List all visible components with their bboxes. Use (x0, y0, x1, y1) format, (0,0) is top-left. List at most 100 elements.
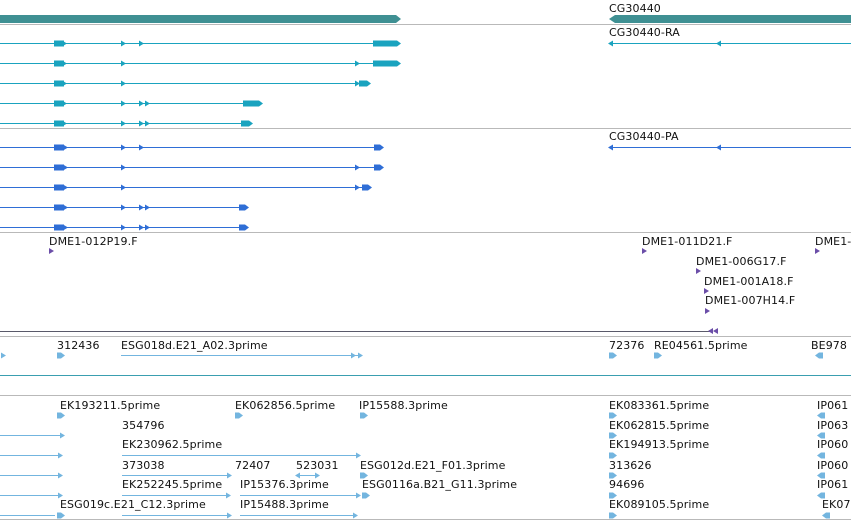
est-label[interactable]: IP063 (817, 419, 849, 432)
exon-block[interactable] (609, 412, 617, 419)
est-label[interactable]: EK07 (822, 498, 851, 511)
transcript-label-cg30440-ra[interactable]: CG30440-RA (609, 26, 680, 39)
est-label[interactable]: 94696 (609, 478, 645, 491)
exon-block[interactable] (609, 452, 617, 459)
exon-block[interactable] (57, 412, 65, 419)
est-label[interactable]: EK230962.5prime (122, 438, 223, 451)
est-label[interactable]: EK062856.5prime (235, 399, 336, 412)
primer-marker[interactable] (642, 248, 647, 254)
primer-label[interactable]: DME1-007H14.F (705, 294, 796, 307)
primer-marker[interactable] (713, 328, 718, 334)
primer-label[interactable]: DME1- (815, 235, 851, 248)
exon-block[interactable] (362, 184, 372, 191)
est-label[interactable]: IP15488.3prime (240, 498, 329, 511)
est-label[interactable]: IP060 (817, 438, 849, 451)
primer-marker[interactable] (49, 248, 54, 254)
arrow-head (356, 492, 361, 499)
exon-block[interactable] (239, 204, 249, 211)
arrow-head (139, 120, 144, 127)
exon-block[interactable] (54, 40, 64, 47)
primer-label[interactable]: DME1-006G17.F (696, 255, 787, 268)
arrow-head (227, 472, 232, 479)
est-label[interactable]: IP061 (817, 399, 849, 412)
est-label[interactable]: IP15376.3prime (240, 478, 329, 491)
exon-block[interactable] (654, 352, 662, 359)
exon-block[interactable] (241, 120, 253, 127)
exon-block[interactable] (54, 60, 64, 67)
est-label[interactable]: EK194913.5prime (609, 438, 710, 451)
exon-block[interactable] (609, 512, 617, 519)
primer-label[interactable]: DME1-012P19.F (49, 235, 138, 248)
est-label[interactable]: 312436 (57, 339, 100, 352)
primer-label[interactable]: DME1-001A18.F (704, 275, 794, 288)
exon-block[interactable] (243, 100, 263, 107)
exon-block[interactable] (57, 512, 65, 519)
exon-block[interactable] (373, 40, 401, 47)
est-label[interactable]: ESG018d.E21_A02.3prime (121, 339, 268, 352)
exon-block[interactable] (54, 100, 64, 107)
exon-block[interactable] (54, 144, 64, 151)
arrow-head (62, 60, 67, 67)
est-label[interactable]: IP061 (817, 478, 849, 491)
exon-block[interactable] (362, 492, 370, 499)
est-block[interactable] (817, 452, 825, 459)
exon-block[interactable] (609, 492, 617, 499)
arrow-head (315, 472, 320, 479)
exon-block[interactable] (359, 80, 371, 87)
est-block[interactable] (817, 472, 825, 479)
est-block[interactable] (817, 412, 825, 419)
est-label[interactable]: RE04561.5prime (654, 339, 748, 352)
est-label[interactable]: ESG012d.E21_F01.3prime (360, 459, 506, 472)
exon-block[interactable] (374, 144, 384, 151)
arrow-head (58, 472, 63, 479)
arrow-head (608, 40, 613, 47)
primer-marker[interactable] (704, 288, 709, 294)
exon-block[interactable] (54, 120, 64, 127)
primer-marker[interactable] (708, 328, 713, 334)
exon-block[interactable] (373, 60, 401, 67)
est-label[interactable]: IP15588.3prime (359, 399, 448, 412)
exon-block[interactable] (609, 352, 617, 359)
arrow-head (145, 100, 150, 107)
gene-label-cg30440[interactable]: CG30440 (609, 2, 661, 15)
exon-block[interactable] (609, 472, 617, 479)
exon-block[interactable] (54, 184, 64, 191)
exon-block[interactable] (374, 164, 384, 171)
est-label[interactable]: EK089105.5prime (609, 498, 710, 511)
est-label[interactable]: BE978 (811, 339, 847, 352)
exon-block[interactable] (57, 352, 65, 359)
est-label[interactable]: EK062815.5prime (609, 419, 710, 432)
est-label[interactable]: IP060 (817, 459, 849, 472)
est-block[interactable] (815, 352, 823, 359)
exon-block[interactable] (239, 224, 249, 231)
protein-label-cg30440-pa[interactable]: CG30440-PA (609, 130, 679, 143)
gene-bar[interactable] (609, 15, 851, 23)
primer-marker[interactable] (815, 248, 820, 254)
est-block[interactable] (817, 492, 825, 499)
exon-block[interactable] (235, 412, 243, 419)
est-label[interactable]: EK083361.5prime (609, 399, 710, 412)
est-label[interactable]: EK252245.5prime (122, 478, 223, 491)
exon-block[interactable] (54, 80, 64, 87)
exon-block[interactable] (360, 472, 368, 479)
est-label[interactable]: ESG019c.E21_C12.3prime (60, 498, 206, 511)
primer-label[interactable]: DME1-011D21.F (642, 235, 733, 248)
est-label[interactable]: 72376 (609, 339, 645, 352)
est-block[interactable] (817, 432, 825, 439)
gene-bar[interactable] (0, 15, 401, 23)
exon-block[interactable] (54, 164, 64, 171)
exon-block[interactable] (54, 224, 64, 231)
est-label[interactable]: ESG0116a.B21_G11.3prime (362, 478, 518, 491)
est-label[interactable]: 72407 (235, 459, 271, 472)
est-label[interactable]: 523031 (296, 459, 339, 472)
est-label[interactable]: 354796 (122, 419, 165, 432)
est-block[interactable] (822, 512, 830, 519)
est-label[interactable]: EK193211.5prime (60, 399, 161, 412)
est-label[interactable]: 313626 (609, 459, 652, 472)
est-label[interactable]: 373038 (122, 459, 165, 472)
exon-block[interactable] (360, 412, 368, 419)
exon-block[interactable] (54, 204, 64, 211)
exon-block[interactable] (609, 432, 617, 439)
primer-marker[interactable] (696, 268, 701, 274)
primer-marker[interactable] (705, 308, 710, 314)
